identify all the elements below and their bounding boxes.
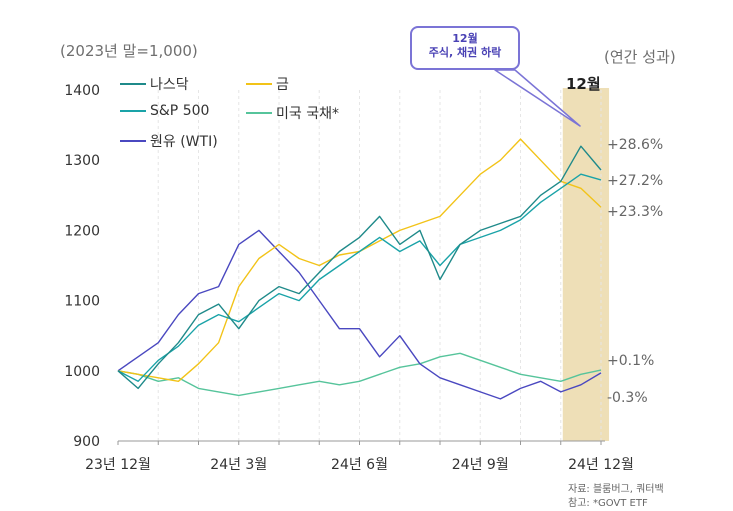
x-tick-label: 24년 12월 [568, 457, 634, 473]
series-line-sp500 [117, 173, 602, 382]
legend-item-wti: 원유 (WTI) [120, 131, 218, 151]
y-tick-label: 1200 [64, 223, 100, 239]
y-tick-label: 900 [73, 434, 100, 450]
callout-pointer [494, 69, 581, 127]
axes: 900 1000 1100 1200 1300 1400 23년 12월 24년 3월 24년 … [64, 83, 634, 473]
legend-swatch [120, 83, 146, 85]
series-line-wti [117, 229, 602, 400]
callout-pointers [494, 69, 581, 127]
annual-performance-label: (연간 성과) [604, 48, 676, 66]
series-line-treasury [117, 352, 602, 397]
december-label: 12월 [566, 75, 601, 93]
legend-item-treasury: 미국 국채* [246, 103, 339, 123]
source-note: 자료: 블룸버그, 쿼터백 [568, 484, 664, 495]
legend-swatch [246, 83, 272, 85]
legend-item-sp500: S&P 500 [120, 103, 209, 119]
reference-note: 참고: *GOVT ETF [568, 498, 648, 509]
series-line-nasdaq [117, 145, 602, 390]
legend-swatch [120, 140, 146, 142]
end-label-nasdaq: +28.6% [607, 137, 663, 153]
x-tick-label: 23년 12월 [85, 457, 151, 473]
y-unit-label: (2023년 말=1,000) [60, 42, 198, 60]
end-label-wti: -0.3% [607, 390, 648, 406]
legend-swatch [120, 110, 146, 112]
y-tick-label: 1000 [64, 364, 100, 380]
legend-label: 금 [276, 77, 289, 93]
legend-item-nasdaq: 나스닥 [120, 74, 189, 94]
series-lines: +28.6% +27.2% +23.3% +0.1% -0.3% [117, 137, 663, 406]
x-tick-label: 24년 6월 [331, 457, 388, 473]
end-label-gold: +23.3% [607, 204, 663, 220]
x-tick-label: 24년 9월 [452, 457, 509, 473]
legend-label: 원유 (WTI) [150, 134, 218, 150]
legend-label: 미국 국채* [276, 106, 339, 122]
grid-lines [157, 90, 602, 441]
legend-label: 나스닥 [150, 77, 189, 93]
legend-item-gold: 금 [246, 74, 289, 94]
x-tick-label: 24년 3월 [210, 457, 267, 473]
december-callout: 12월 주식, 채권 하락 [410, 26, 520, 70]
legend-label: S&P 500 [150, 103, 210, 119]
callout-title: 12월 [452, 32, 478, 45]
end-label-sp500: +27.2% [607, 173, 663, 189]
callout-text: 주식, 채권 하락 [428, 46, 502, 59]
y-tick-label: 1400 [64, 83, 100, 99]
end-label-treasury: +0.1% [607, 353, 654, 369]
y-tick-label: 1100 [64, 294, 100, 310]
y-tick-label: 1300 [64, 153, 100, 169]
legend-swatch [246, 112, 272, 114]
